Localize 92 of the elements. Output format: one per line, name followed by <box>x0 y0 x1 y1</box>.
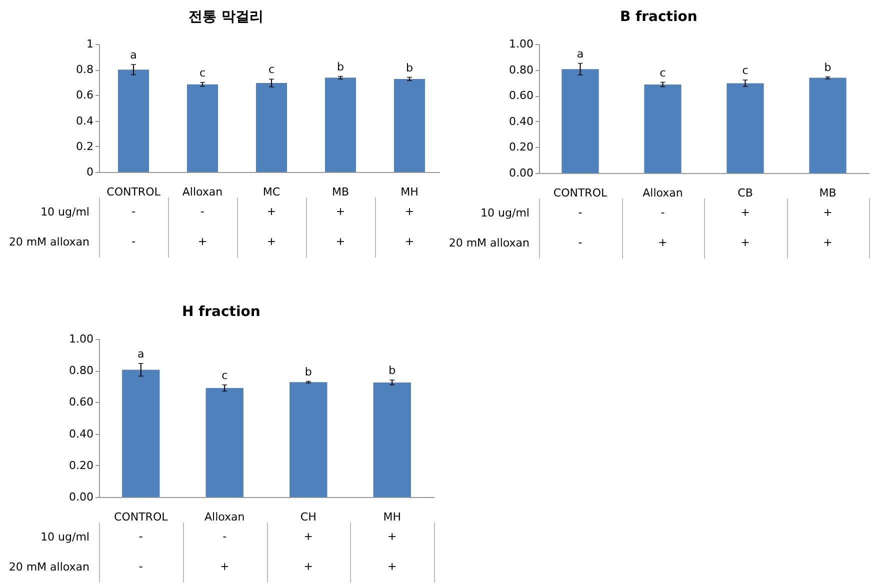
bar <box>118 70 150 172</box>
text: + <box>266 235 276 248</box>
y-tick-label: 0.60 <box>509 89 534 102</box>
y-tick-label: 0.00 <box>509 166 534 180</box>
y-tick-label: 0 <box>86 166 94 178</box>
data-label: a <box>130 48 137 62</box>
bar <box>186 84 218 172</box>
y-tick-label: 0.80 <box>69 364 94 378</box>
y-tick-label: 0.8 <box>76 63 94 76</box>
data-label: a <box>576 47 584 60</box>
bar <box>562 69 599 173</box>
text: + <box>388 530 397 543</box>
text: + <box>404 235 414 248</box>
y-tick-label: 0.60 <box>69 396 94 409</box>
y-tick-label: 0.2 <box>76 140 94 153</box>
chart-title: 전통 막걸리 <box>188 9 264 25</box>
text: + <box>740 236 750 249</box>
data-label: c <box>268 63 275 76</box>
bar <box>256 83 288 172</box>
bar <box>206 388 244 497</box>
x-tick-label: CONTROL <box>106 186 162 198</box>
x-tick-label: MB <box>332 186 350 198</box>
data-label: b <box>406 61 414 74</box>
x-tick-label: CONTROL <box>114 510 169 524</box>
y-tick-label: 0.20 <box>509 140 534 154</box>
bar <box>290 382 328 497</box>
x-tick-label: CH <box>300 510 316 524</box>
data-label: b <box>388 364 396 378</box>
bar <box>324 78 356 172</box>
data-label: a <box>138 347 144 360</box>
text: + <box>740 206 750 219</box>
text: 20 mM alloxan <box>8 236 90 248</box>
data-label: c <box>199 66 206 80</box>
text: + <box>304 560 313 573</box>
text: + <box>823 206 832 219</box>
y-tick-label: 0.20 <box>69 458 94 472</box>
data-label: c <box>222 368 228 382</box>
bar <box>394 78 426 172</box>
text: + <box>198 235 208 248</box>
x-tick-label: CB <box>738 186 753 200</box>
text: + <box>658 236 668 249</box>
text: - <box>578 206 582 219</box>
data-label: b <box>337 60 344 74</box>
x-tick-label: MH <box>400 186 418 198</box>
text: + <box>336 235 346 248</box>
bar <box>373 382 411 497</box>
chart-title: H fraction <box>182 304 260 320</box>
text: - <box>138 530 143 543</box>
text: + <box>336 205 346 218</box>
bar <box>122 370 160 497</box>
text: - <box>200 205 205 218</box>
y-tick-label: 0.80 <box>509 63 534 76</box>
text: 10 ug/ml <box>480 206 530 220</box>
text: - <box>132 235 136 248</box>
y-tick-label: 0.00 <box>69 490 94 504</box>
text: + <box>266 205 276 218</box>
text: 10 ug/ml <box>40 206 90 218</box>
text: + <box>304 530 313 543</box>
y-tick-label: 1.00 <box>509 38 534 50</box>
text: + <box>404 205 414 218</box>
text: - <box>578 236 582 249</box>
text: + <box>220 560 230 573</box>
text: - <box>660 206 665 219</box>
y-tick-label: 0.40 <box>509 114 534 128</box>
data-label: b <box>824 60 832 74</box>
text: + <box>388 560 397 573</box>
data-label: c <box>660 66 666 80</box>
y-tick-label: 0.4 <box>76 114 94 128</box>
y-tick-label: 1.00 <box>69 332 94 346</box>
text: - <box>222 530 227 543</box>
x-tick-label: MH <box>383 510 402 524</box>
chart-title: B fraction <box>620 9 698 25</box>
x-tick-label: Alloxan <box>204 510 245 524</box>
x-tick-label: CONTROL <box>553 186 608 200</box>
text: 20 mM alloxan <box>8 560 90 574</box>
x-tick-label: MB <box>819 186 836 200</box>
text: 10 ug/ml <box>40 530 90 544</box>
text: - <box>138 560 143 573</box>
y-tick-label: 0.6 <box>76 88 94 102</box>
bar <box>726 83 764 173</box>
data-label: b <box>304 365 312 378</box>
data-label: c <box>742 64 748 77</box>
text: - <box>132 205 136 218</box>
bar <box>644 84 682 173</box>
bar <box>809 78 846 173</box>
x-tick-label: Alloxan <box>182 186 223 198</box>
y-tick-label: 0.40 <box>69 427 94 440</box>
text: + <box>823 236 832 249</box>
x-tick-label: Alloxan <box>642 186 683 200</box>
text: 20 mM alloxan <box>448 236 530 250</box>
y-tick-label: 1 <box>86 38 94 50</box>
x-tick-label: MC <box>262 186 280 198</box>
